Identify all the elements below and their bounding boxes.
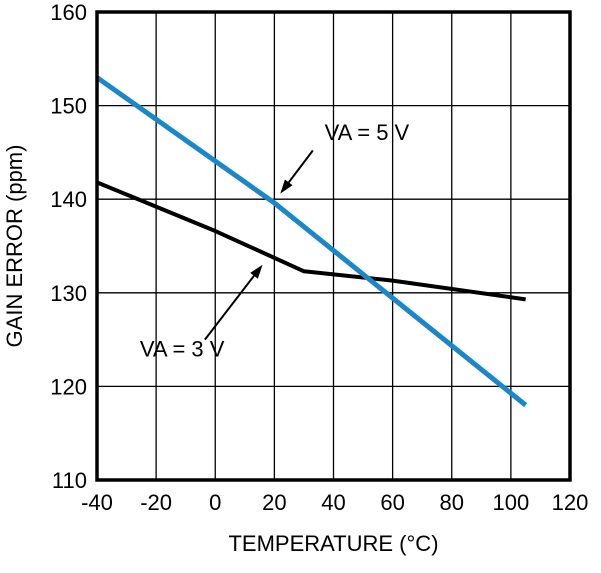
y-axis-title: GAIN ERROR (ppm) [2,145,27,348]
y-tick-label: 160 [50,0,87,25]
x-tick-label: 120 [552,490,589,515]
annotation-arrow-line [286,149,314,186]
y-tick-label: 140 [50,187,87,212]
plot-frame [95,10,572,482]
y-tick-label: 110 [52,468,87,493]
annotation-label: VA = 5 V [325,120,410,145]
x-tick-label: 60 [380,490,404,515]
x-tick-label: 0 [209,490,221,515]
y-tick-label: 120 [50,374,87,399]
annotation-arrow-head [280,179,293,194]
annotation-label: VA = 3 V [140,336,225,361]
y-tick-label: 150 [50,94,87,119]
annotations: VA = 5 V VA = 3 V [140,120,410,361]
x-tick-label: -20 [140,490,172,515]
annotation-arrow-line [204,272,257,341]
grid-lines [97,12,570,480]
x-tick-label: 20 [262,490,286,515]
x-tick-label: 100 [493,490,530,515]
data-series [95,75,528,408]
annotation-arrow-head [250,264,263,279]
series-line-va-3-v [96,180,526,302]
tick-labels: -40 -20 0 20 40 60 80 100 120 110 120 130 140 150 160 [50,0,588,515]
x-tick-label: -40 [81,490,113,515]
x-tick-label: 40 [321,490,345,515]
series-line-va-5-v [95,75,528,408]
x-axis-title: TEMPERATURE (°C) [228,531,438,556]
y-tick-label: 130 [50,281,87,306]
plot-border [95,10,572,482]
x-tick-label: 80 [440,490,464,515]
